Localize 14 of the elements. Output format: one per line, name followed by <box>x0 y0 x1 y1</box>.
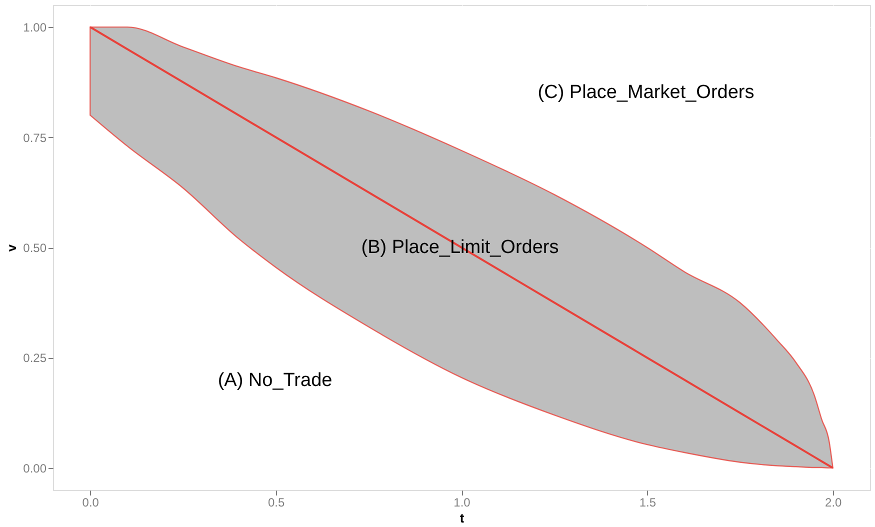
x-tick-label: 1.5 <box>639 496 656 510</box>
annotation: (A) No_Trade <box>218 370 332 391</box>
y-tick-label: 0.50 <box>23 241 47 255</box>
x-tick-label: 0.5 <box>268 496 285 510</box>
y-tick-label: 1.00 <box>23 20 47 35</box>
annotation: (C) Place_Market_Orders <box>538 82 754 103</box>
y-axis-title: v <box>4 244 20 252</box>
y-tick-label: 0.00 <box>23 461 47 476</box>
x-tick-label: 0.0 <box>82 496 100 510</box>
x-axis-title: t <box>460 510 465 526</box>
y-tick-label: 0.25 <box>23 351 47 366</box>
x-tick-label: 1.0 <box>454 496 471 510</box>
x-tick-label: 2.0 <box>825 496 842 510</box>
y-tick-label: 0.75 <box>23 130 47 145</box>
